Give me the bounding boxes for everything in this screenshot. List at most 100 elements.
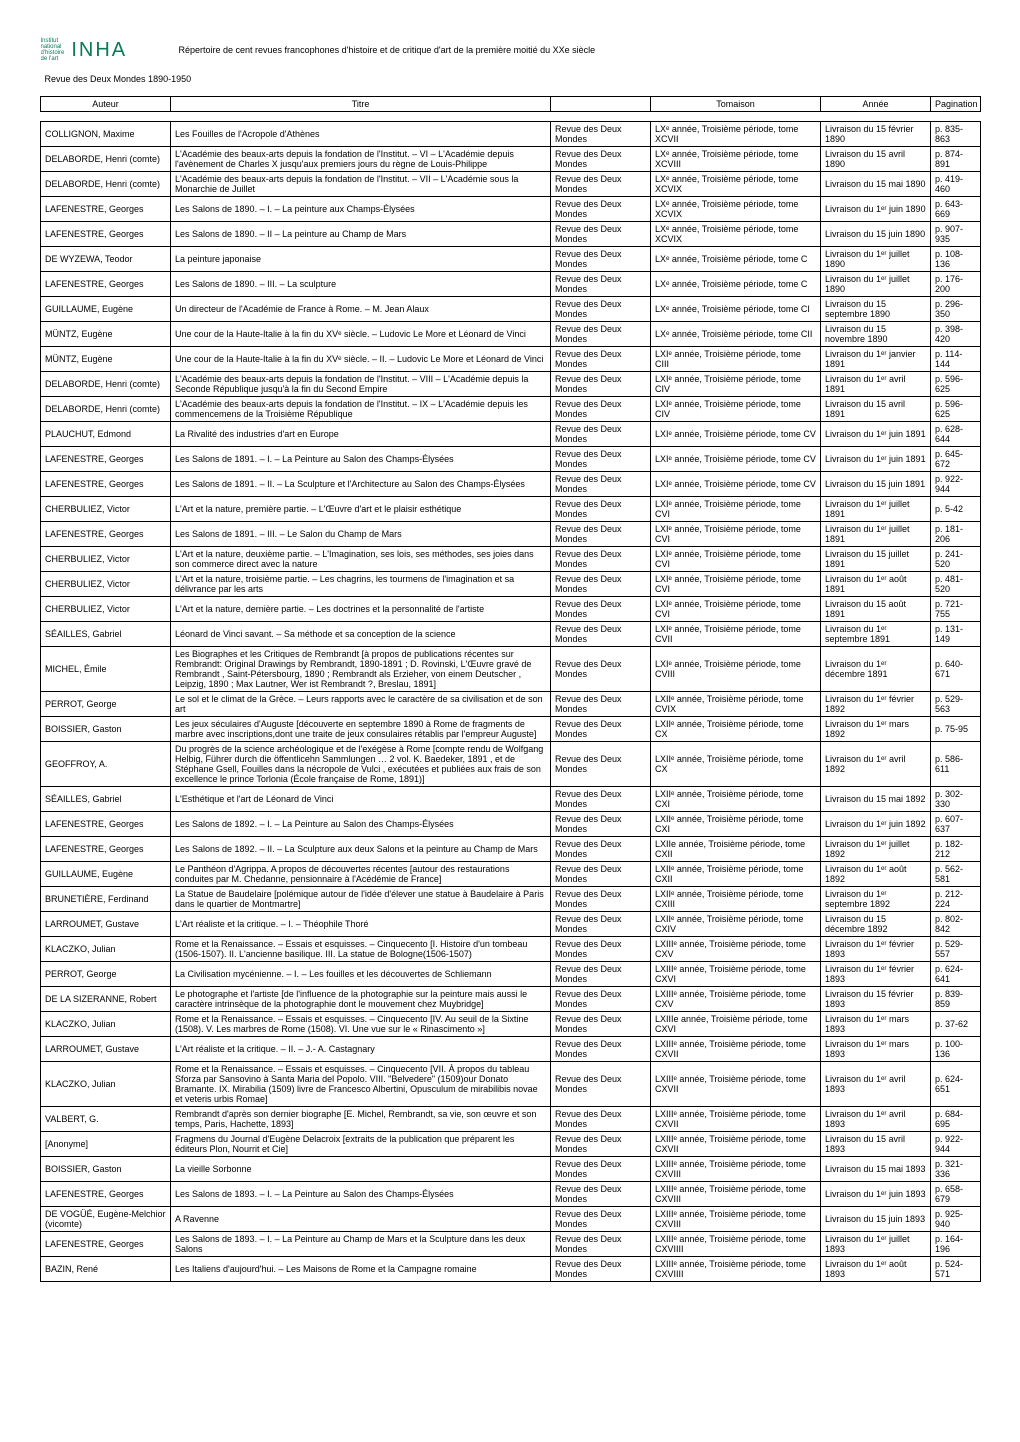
cell-annee: Livraison du 1ᵉʳ juillet 1891 — [821, 496, 931, 521]
cell-revue: Revue des Deux Mondes — [551, 421, 651, 446]
cell-revue: Revue des Deux Mondes — [551, 196, 651, 221]
cell-titre: La peinture japonaise — [171, 246, 551, 271]
cell-auteur: LARROUMET, Gustave — [41, 1036, 171, 1061]
cell-titre: Rome et la Renaissance. – Essais et esqu… — [171, 1011, 551, 1036]
cell-titre: Les Salons de 1893. – I. – La Peinture a… — [171, 1181, 551, 1206]
cell-annee: Livraison du 1ᵉʳ juillet 1890 — [821, 246, 931, 271]
cell-pag: p. 398-420 — [931, 321, 981, 346]
cell-pag: p. 164-196 — [931, 1231, 981, 1256]
cell-auteur: LAFENESTRE, Georges — [41, 521, 171, 546]
table-row: DELABORDE, Henri (comte)L'Académie des b… — [41, 146, 981, 171]
table-row: BOISSIER, GastonLa vieille SorbonneRevue… — [41, 1156, 981, 1181]
cell-tomaison: LXIIIᵉ année, Troisième période, tome CX… — [651, 936, 821, 961]
cell-revue: Revue des Deux Mondes — [551, 546, 651, 571]
col-titre: Titre — [171, 96, 551, 111]
cell-revue: Revue des Deux Mondes — [551, 986, 651, 1011]
cell-titre: Fragmens du Journal d'Eugène Delacroix [… — [171, 1131, 551, 1156]
cell-revue: Revue des Deux Mondes — [551, 396, 651, 421]
cell-pag: p. 5-42 — [931, 496, 981, 521]
table-row: DE VOGÜÉ, Eugène-Melchior (vicomte)A Rav… — [41, 1206, 981, 1231]
cell-revue: Revue des Deux Mondes — [551, 1256, 651, 1281]
table-row: BRUNETIÈRE, FerdinandLa Statue de Baudel… — [41, 886, 981, 911]
cell-annee: Livraison du 1ᵉʳ juillet 1892 — [821, 836, 931, 861]
cell-tomaison: LXIᵉ année, Troisième période, tome CIV — [651, 371, 821, 396]
cell-titre: Les Salons de 1891. – II. – La Sculpture… — [171, 471, 551, 496]
cell-tomaison: LXIIIᵉ année, Troisième période, tome CX… — [651, 986, 821, 1011]
cell-titre: L'Art et la nature, troisième partie. – … — [171, 571, 551, 596]
table-row: LARROUMET, GustaveL'Art réaliste et la c… — [41, 911, 981, 936]
cell-tomaison: LXIIIᵉ année, Troisième période, tome CX… — [651, 1181, 821, 1206]
cell-titre: L'Art et la nature, première partie. – L… — [171, 496, 551, 521]
cell-titre: La vieille Sorbonne — [171, 1156, 551, 1181]
table-row: CHERBULIEZ, VictorL'Art et la nature, tr… — [41, 571, 981, 596]
cell-auteur: DE WYZEWA, Teodor — [41, 246, 171, 271]
table-row: COLLIGNON, MaximeLes Fouilles de l'Acrop… — [41, 121, 981, 146]
cell-tomaison: LXIᵉ année, Troisième période, tome CV — [651, 471, 821, 496]
cell-pag: p. 643-669 — [931, 196, 981, 221]
cell-titre: Rome et la Renaissance. – Essais et esqu… — [171, 936, 551, 961]
cell-pag: p. 624-641 — [931, 961, 981, 986]
logo-cell: Institut national d'histoire de l'art IN… — [41, 30, 171, 70]
cell-revue: Revue des Deux Mondes — [551, 1061, 651, 1106]
cell-annee: Livraison du 1ᵉʳ avril 1892 — [821, 741, 931, 786]
cell-auteur: LAFENESTRE, Georges — [41, 196, 171, 221]
cell-pag: p. 181-206 — [931, 521, 981, 546]
cell-revue: Revue des Deux Mondes — [551, 296, 651, 321]
cell-tomaison: LXᵉ année, Troisième période, tome CII — [651, 321, 821, 346]
cell-auteur: PLAUCHUT, Edmond — [41, 421, 171, 446]
cell-auteur: LAFENESTRE, Georges — [41, 1231, 171, 1256]
cell-pag: p. 302-330 — [931, 786, 981, 811]
main-table: Institut national d'histoire de l'art IN… — [40, 30, 981, 1282]
cell-pag: p. 640-671 — [931, 646, 981, 691]
cell-tomaison: LXIIᵉ année, Troisième période, tome CXI — [651, 786, 821, 811]
cell-pag: p. 839-859 — [931, 986, 981, 1011]
cell-pag: p. 658-679 — [931, 1181, 981, 1206]
table-row: BOISSIER, GastonLes jeux séculaires d'Au… — [41, 716, 981, 741]
cell-tomaison: LXIᵉ année, Troisième période, tome CIV — [651, 396, 821, 421]
cell-auteur: LAFENESTRE, Georges — [41, 836, 171, 861]
cell-pag: p. 835-863 — [931, 121, 981, 146]
table-row: DE WYZEWA, TeodorLa peinture japonaiseRe… — [41, 246, 981, 271]
cell-auteur: LAFENESTRE, Georges — [41, 446, 171, 471]
cell-revue: Revue des Deux Mondes — [551, 1011, 651, 1036]
table-row: DELABORDE, Henri (comte)L'Académie des b… — [41, 371, 981, 396]
cell-titre: Rome et la Renaissance. – Essais et esqu… — [171, 1061, 551, 1106]
cell-tomaison: LXᵉ année, Troisième période, tome XCVIX — [651, 196, 821, 221]
cell-auteur: GEOFFROY, A. — [41, 741, 171, 786]
table-row: LAFENESTRE, GeorgesLes Salons de 1893. –… — [41, 1181, 981, 1206]
col-pagination: Pagination — [931, 96, 981, 111]
cell-pag: p. 684-695 — [931, 1106, 981, 1131]
cell-annee: Livraison du 15 août 1891 — [821, 596, 931, 621]
table-row: CHERBULIEZ, VictorL'Art et la nature, de… — [41, 596, 981, 621]
cell-auteur: MÜNTZ, Eugène — [41, 346, 171, 371]
cell-titre: L'Académie des beaux-arts depuis la fond… — [171, 171, 551, 196]
cell-auteur: PERROT, George — [41, 691, 171, 716]
cell-pag: p. 75-95 — [931, 716, 981, 741]
cell-titre: Les Salons de 1890. – II – La peinture a… — [171, 221, 551, 246]
table-row: MÜNTZ, EugèneUne cour de la Haute-Italie… — [41, 346, 981, 371]
cell-annee: Livraison du 1ᵉʳ septembre 1891 — [821, 621, 931, 646]
cell-revue: Revue des Deux Mondes — [551, 1131, 651, 1156]
cell-titre: Une cour de la Haute-Italie à la fin du … — [171, 346, 551, 371]
cell-annee: Livraison du 1ᵉʳ juin 1891 — [821, 421, 931, 446]
cell-tomaison: LXIIIᵉ année, Troisième période, tome CX… — [651, 1061, 821, 1106]
cell-annee: Livraison du 1ᵉʳ mars 1892 — [821, 716, 931, 741]
cell-titre: Les Salons de 1890. – I. – La peinture a… — [171, 196, 551, 221]
cell-tomaison: LXIᵉ année, Troisième période, tome CVII… — [651, 646, 821, 691]
cell-pag: p. 114-144 — [931, 346, 981, 371]
cell-annee: Livraison du 1ᵉʳ juin 1891 — [821, 446, 931, 471]
cell-tomaison: LXIIᵉ année, Troisième période, tome CVI… — [651, 691, 821, 716]
cell-tomaison: LXᵉ année, Troisième période, tome CI — [651, 296, 821, 321]
cell-auteur: BAZIN, René — [41, 1256, 171, 1281]
cell-pag: p. 176-200 — [931, 271, 981, 296]
cell-revue: Revue des Deux Mondes — [551, 596, 651, 621]
cell-titre: Les Biographes et les Critiques de Rembr… — [171, 646, 551, 691]
cell-tomaison: LXIᵉ année, Troisième période, tome CVI — [651, 596, 821, 621]
cell-revue: Revue des Deux Mondes — [551, 691, 651, 716]
table-row: KLACZKO, JulianRome et la Renaissance. –… — [41, 936, 981, 961]
cell-pag: p. 108-136 — [931, 246, 981, 271]
cell-revue: Revue des Deux Mondes — [551, 786, 651, 811]
table-row: LAFENESTRE, GeorgesLes Salons de 1891. –… — [41, 471, 981, 496]
cell-pag: p. 419-460 — [931, 171, 981, 196]
cell-tomaison: LXᵉ année, Troisième période, tome XCVII… — [651, 146, 821, 171]
